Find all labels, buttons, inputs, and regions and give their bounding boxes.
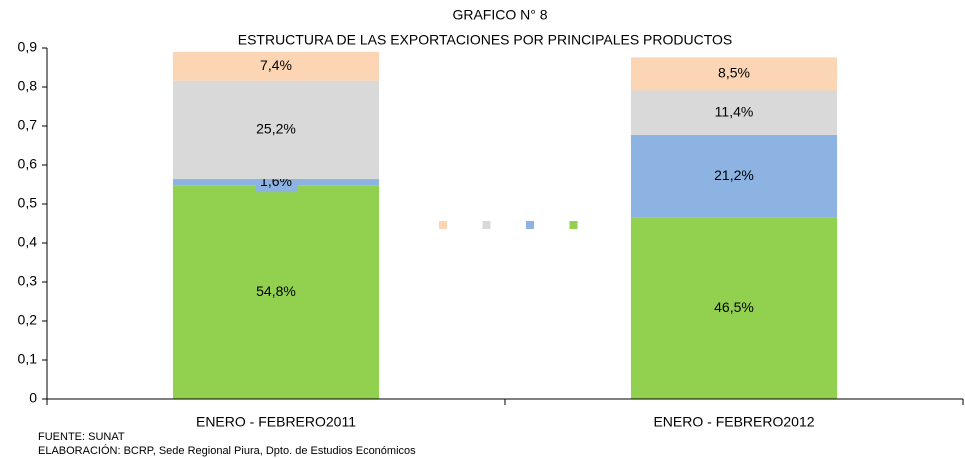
y-tick-label: 0 — [29, 390, 37, 406]
source-note: FUENTE: SUNAT — [38, 431, 125, 443]
y-tick-label: 0,4 — [18, 234, 38, 250]
chart-subtitle: ESTRUCTURA DE LAS EXPORTACIONES POR PRIN… — [238, 32, 733, 48]
y-tick-label: 0,5 — [18, 195, 38, 211]
bar-segment — [172, 51, 380, 81]
bar-segment — [172, 185, 380, 399]
y-tick-label: 0,1 — [18, 351, 38, 367]
value-label: 21,2% — [714, 167, 754, 183]
legend-swatch — [439, 221, 447, 229]
bar-segment — [630, 57, 838, 91]
bar-segment — [630, 217, 838, 399]
y-tick-label: 0,2 — [18, 312, 38, 328]
y-tick-label: 0,3 — [18, 273, 38, 289]
legend-swatch — [482, 221, 491, 229]
y-tick-label: 0,8 — [18, 78, 38, 94]
bar-segment — [630, 90, 838, 135]
legend-swatch — [526, 221, 534, 229]
value-label: 11,4% — [715, 103, 754, 119]
value-label: 25,2% — [256, 121, 296, 137]
legend-swatch — [569, 221, 578, 229]
chart-title: GRAFICO N° 8 — [452, 7, 547, 23]
value-label: 8,5% — [718, 65, 750, 81]
y-tick-label: 0,6 — [18, 156, 38, 172]
bar-segment — [172, 80, 380, 180]
y-tick-label: 0,9 — [18, 39, 38, 55]
value-label: 7,4% — [260, 57, 292, 73]
x-tick-label: ENERO - FEBRERO2011 — [196, 414, 356, 430]
x-tick-label: ENERO - FEBRERO2012 — [653, 414, 814, 430]
value-label: 46,5% — [714, 299, 754, 315]
y-tick-label: 0,7 — [18, 117, 38, 133]
value-label: 54,8% — [256, 283, 296, 299]
bar-segment — [630, 134, 838, 218]
elaboration-note: ELABORACIÓN: BCRP, Sede Regional Piura, … — [38, 444, 416, 457]
